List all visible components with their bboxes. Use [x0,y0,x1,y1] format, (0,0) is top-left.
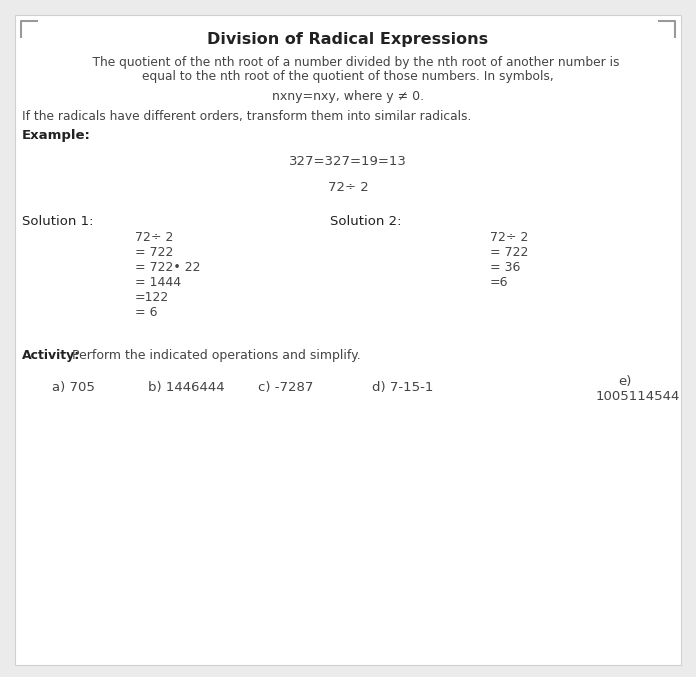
Text: d) 7-15-1: d) 7-15-1 [372,381,434,394]
Text: =6: =6 [490,276,509,289]
Text: If the radicals have different orders, transform them into similar radicals.: If the radicals have different orders, t… [22,110,471,123]
Text: 72÷ 2: 72÷ 2 [490,231,528,244]
Text: nxny=nxy, where y ≠ 0.: nxny=nxy, where y ≠ 0. [272,90,424,103]
Text: Example:: Example: [22,129,91,142]
Text: = 722: = 722 [490,246,528,259]
Text: Solution 2:: Solution 2: [330,215,402,228]
Text: Division of Radical Expressions: Division of Radical Expressions [207,32,489,47]
Text: 72÷ 2: 72÷ 2 [328,181,368,194]
Text: Activity:: Activity: [22,349,80,362]
Text: 327=327=19=13: 327=327=19=13 [289,155,407,168]
Text: = 6: = 6 [135,306,157,319]
Text: The quotient of the nth root of a number divided by the nth root of another numb: The quotient of the nth root of a number… [77,56,619,69]
Text: 1005114544: 1005114544 [596,390,681,403]
Text: = 722• 22: = 722• 22 [135,261,200,274]
Text: e): e) [618,375,631,388]
Text: =122: =122 [135,291,169,304]
Text: 72÷ 2: 72÷ 2 [135,231,173,244]
Text: = 722: = 722 [135,246,173,259]
Text: a) 705: a) 705 [52,381,95,394]
Text: equal to the nth root of the quotient of those numbers. In symbols,: equal to the nth root of the quotient of… [142,70,554,83]
Text: Perform the indicated operations and simplify.: Perform the indicated operations and sim… [68,349,361,362]
Text: = 36: = 36 [490,261,521,274]
Text: c) -7287: c) -7287 [258,381,313,394]
Text: = 1444: = 1444 [135,276,181,289]
Text: Solution 1:: Solution 1: [22,215,93,228]
Text: b) 1446444: b) 1446444 [148,381,225,394]
FancyBboxPatch shape [15,15,681,665]
